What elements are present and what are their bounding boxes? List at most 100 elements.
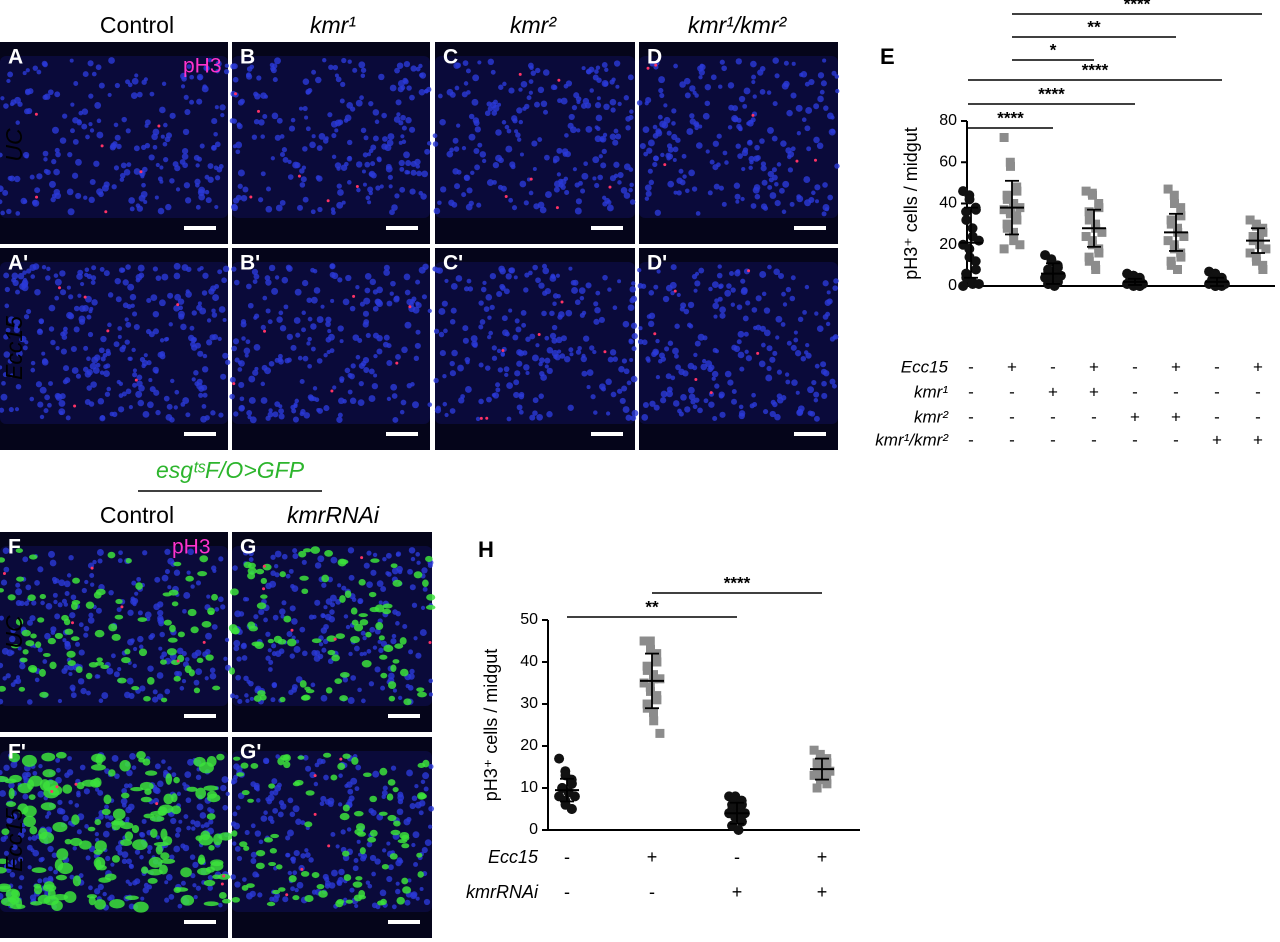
gfp-cell — [19, 657, 28, 663]
gfp-cell — [147, 877, 158, 884]
nucleus — [820, 361, 827, 368]
nucleus — [248, 375, 256, 383]
nucleus — [129, 753, 136, 760]
nucleus — [628, 187, 633, 193]
nucleus — [508, 267, 516, 274]
gfp-cell — [11, 644, 20, 649]
nucleus — [250, 858, 257, 864]
nucleus — [712, 140, 719, 147]
nucleus — [419, 886, 424, 891]
nucleus — [193, 679, 200, 686]
gfp-cell — [160, 697, 168, 703]
nucleus — [99, 370, 105, 375]
scale-bar — [591, 226, 623, 230]
gfp-cell — [39, 779, 51, 791]
condition-sign: - — [1009, 382, 1015, 401]
nucleus — [631, 346, 637, 352]
nucleus — [423, 786, 429, 792]
nucleus — [361, 360, 367, 367]
ph3-cell — [756, 351, 760, 355]
nucleus — [413, 636, 418, 641]
gfp-cell — [70, 636, 80, 641]
nucleus — [73, 81, 79, 86]
nucleus — [31, 835, 38, 841]
nucleus — [403, 60, 411, 68]
gfp-cell — [358, 613, 368, 618]
ph3-cell — [71, 621, 75, 625]
nucleus — [387, 133, 395, 141]
nucleus — [55, 776, 62, 784]
gfp-cell — [85, 601, 95, 609]
nucleus — [468, 113, 475, 120]
nucleus — [501, 315, 508, 322]
nucleus — [751, 392, 756, 398]
nucleus — [743, 87, 751, 95]
gfp-cell — [248, 625, 258, 632]
nucleus — [609, 175, 617, 182]
data-point — [1094, 248, 1104, 258]
gfp-cell — [288, 875, 297, 883]
nucleus — [168, 894, 175, 900]
nucleus — [348, 574, 355, 581]
nucleus — [156, 693, 164, 700]
data-point — [1084, 256, 1094, 266]
data-point — [1012, 186, 1022, 196]
nucleus — [589, 88, 594, 93]
nucleus — [745, 355, 752, 362]
micrograph — [229, 42, 432, 244]
nucleus — [446, 150, 454, 158]
gfp-cell — [31, 867, 47, 873]
gfp-cell — [203, 901, 219, 907]
data-point — [652, 695, 662, 705]
nucleus — [96, 131, 104, 139]
nucleus — [414, 783, 419, 789]
nucleus — [577, 345, 582, 351]
nucleus — [215, 68, 220, 74]
nucleus — [299, 411, 305, 417]
gfp-cell — [190, 626, 199, 634]
nucleus — [214, 284, 220, 289]
nucleus — [241, 655, 248, 661]
nucleus — [286, 265, 293, 272]
ph3-cell — [176, 659, 180, 663]
nucleus — [612, 305, 618, 311]
nucleus — [341, 57, 347, 64]
nucleus — [338, 868, 345, 876]
nucleus — [760, 161, 767, 167]
gfp-cell — [342, 753, 351, 759]
nucleus — [743, 331, 749, 337]
gfp-cell — [253, 695, 262, 702]
nucleus — [60, 331, 66, 337]
nucleus — [368, 148, 374, 154]
nucleus — [242, 596, 248, 602]
condition-sign: + — [1089, 382, 1099, 401]
nucleus — [269, 896, 275, 902]
nucleus — [313, 655, 321, 662]
nucleus — [267, 794, 275, 802]
nucleus — [280, 614, 285, 619]
nucleus — [789, 295, 796, 302]
nucleus — [683, 308, 690, 315]
nucleus — [290, 117, 296, 123]
nucleus — [113, 122, 119, 128]
nucleus — [272, 895, 279, 903]
condition-sign: - — [649, 882, 655, 902]
nucleus — [372, 552, 378, 558]
gfp-cell — [185, 575, 194, 582]
gfp-cell — [417, 691, 427, 698]
nucleus — [545, 191, 552, 199]
nucleus — [572, 167, 577, 172]
gfp-cell — [208, 845, 215, 851]
nucleus — [253, 784, 260, 791]
nucleus — [53, 273, 59, 278]
nucleus — [578, 287, 586, 295]
nucleus — [32, 770, 38, 776]
nucleus — [442, 373, 447, 379]
nucleus — [409, 298, 416, 305]
nucleus — [123, 168, 131, 176]
nucleus — [378, 73, 385, 81]
nucleus — [432, 133, 438, 139]
gfp-cell — [240, 762, 249, 769]
nucleus — [324, 613, 332, 621]
nucleus — [559, 353, 566, 359]
